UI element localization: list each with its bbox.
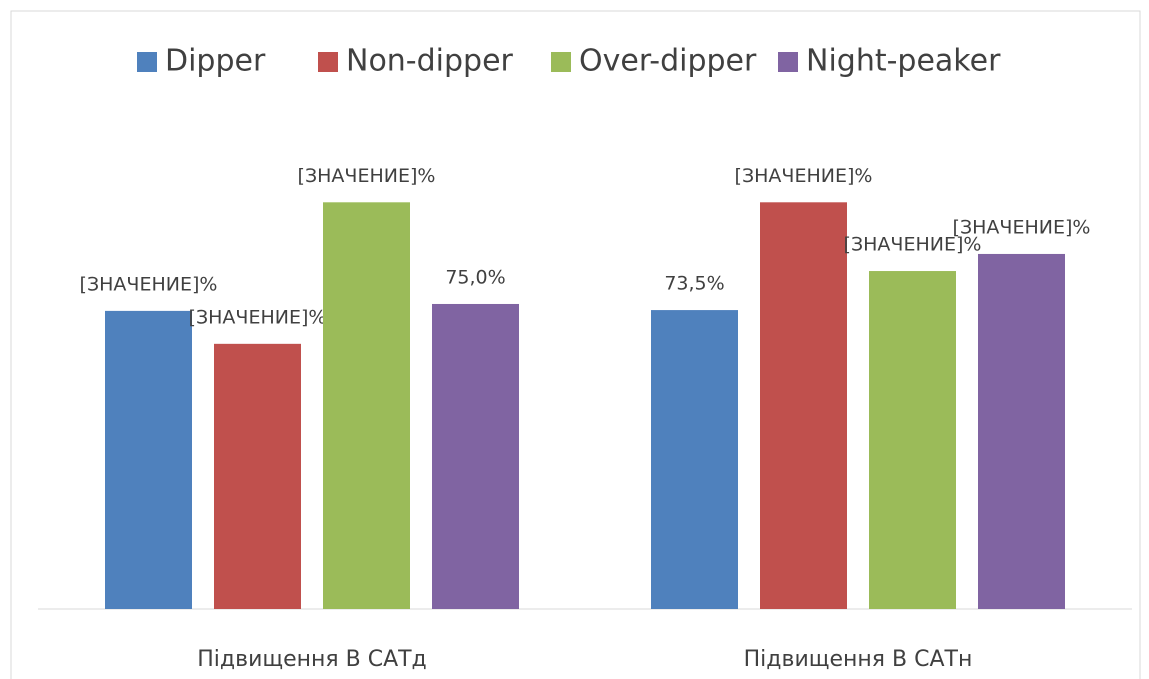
bar <box>214 343 301 609</box>
bar <box>105 310 192 609</box>
legend-swatch <box>551 52 571 72</box>
data-label: [ЗНАЧЕНИЕ]% <box>844 234 982 256</box>
legend-label: Non-dipper <box>346 44 514 79</box>
x-tick-label: Підвищення В САТд <box>197 647 427 672</box>
bar <box>323 202 410 610</box>
bar <box>760 202 847 610</box>
bar <box>651 310 738 609</box>
bar <box>978 253 1065 609</box>
bar <box>869 271 956 609</box>
chart-frame <box>10 10 1141 679</box>
legend-swatch <box>778 52 798 72</box>
data-label: 75,0% <box>445 266 505 288</box>
data-label: 73,5% <box>664 273 724 295</box>
legend-swatch <box>318 52 338 72</box>
legend-label: Over-dipper <box>579 44 757 79</box>
legend-label: Night-peaker <box>806 44 1001 79</box>
x-tick-label: Підвищення В САТн <box>744 647 973 672</box>
legend-swatch <box>137 52 157 72</box>
bar <box>432 303 519 609</box>
legend-label: Dipper <box>165 44 266 79</box>
data-label: [ЗНАЧЕНИЕ]% <box>735 165 873 187</box>
data-label: [ЗНАЧЕНИЕ]% <box>189 306 327 328</box>
data-label: [ЗНАЧЕНИЕ]% <box>953 216 1091 238</box>
data-label: [ЗНАЧЕНИЕ]% <box>80 273 218 295</box>
data-label: [ЗНАЧЕНИЕ]% <box>298 165 436 187</box>
